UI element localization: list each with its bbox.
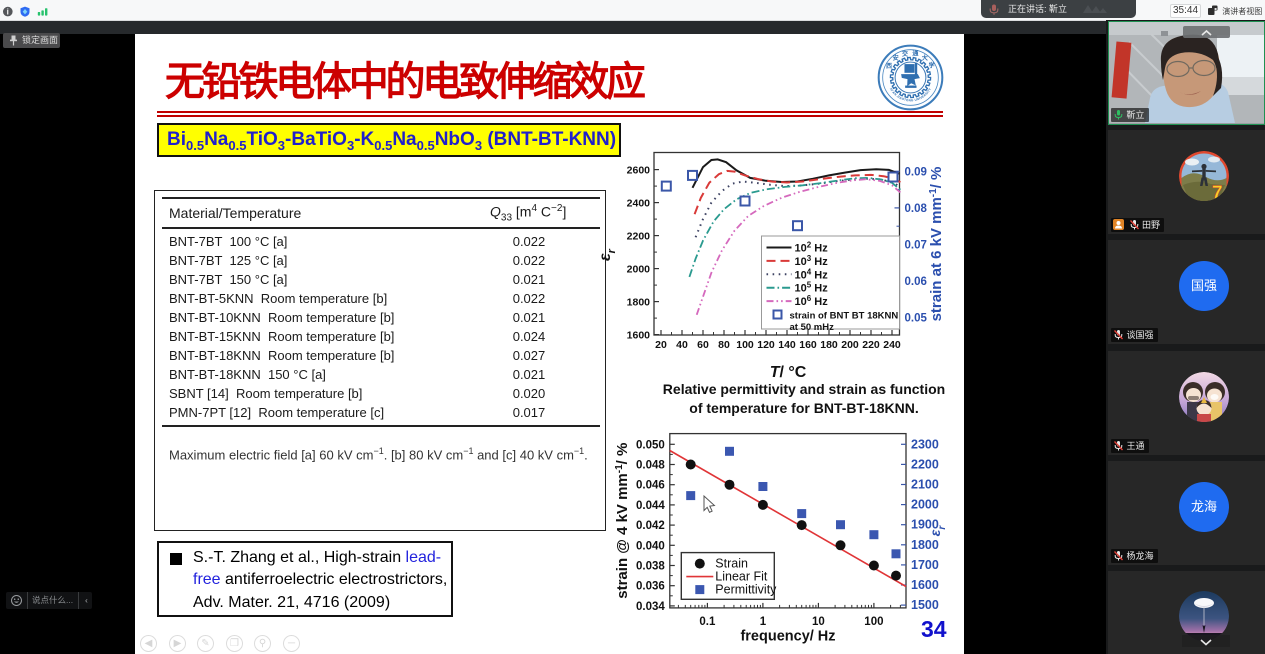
svg-text:100: 100 [736,339,754,350]
svg-text:at 50 mHz: at 50 mHz [790,322,835,333]
svg-text:0.06: 0.06 [905,276,927,288]
svg-text:80: 80 [718,339,730,350]
svg-text:Strain: Strain [715,557,748,571]
svg-text:Permittivity: Permittivity [715,583,777,597]
svg-text:105 Hz: 105 Hz [795,281,829,295]
svg-text:i: i [7,8,9,17]
svg-text:0.040: 0.040 [636,540,665,552]
svg-text:通: 通 [912,50,918,58]
svg-text:240: 240 [883,339,901,350]
svg-text:200: 200 [841,339,859,350]
svg-text:140: 140 [778,339,796,350]
svg-text:0.050: 0.050 [636,439,665,451]
svg-text:0.08: 0.08 [905,203,928,215]
svg-text:0.038: 0.038 [636,561,665,573]
svg-text:20: 20 [655,339,667,350]
svg-text:2200: 2200 [911,457,939,471]
svg-text:Linear Fit: Linear Fit [715,570,768,584]
svg-text:strain of BNT BT 18KNN: strain of BNT BT 18KNN [790,311,899,322]
svg-text:εr: εr [927,525,948,537]
svg-text:0.034: 0.034 [636,601,665,613]
svg-text:εr: εr [598,248,618,261]
svg-text:0.09: 0.09 [905,166,927,178]
svg-text:2600: 2600 [627,165,651,177]
svg-text:100: 100 [864,616,883,628]
svg-text:40: 40 [676,339,688,350]
svg-text:1500: 1500 [911,598,939,612]
svg-text:学: 学 [929,62,935,70]
svg-text:大: 大 [922,54,928,62]
svg-text:2000: 2000 [627,264,651,276]
svg-text:102 Hz: 102 Hz [795,241,829,255]
svg-text:1600: 1600 [911,578,939,592]
svg-text:1900: 1900 [911,518,939,532]
svg-text:0.044: 0.044 [636,500,665,512]
svg-text:60: 60 [697,339,709,350]
svg-text:frequency/ Hz: frequency/ Hz [740,629,835,645]
svg-text:0.07: 0.07 [905,240,927,252]
svg-text:120: 120 [757,339,775,350]
svg-text:180: 180 [820,339,838,350]
svg-text:160: 160 [799,339,817,350]
svg-text:西: 西 [886,62,892,70]
svg-text:0.05: 0.05 [905,313,928,325]
svg-text:1700: 1700 [911,558,939,572]
svg-text:strain @ 4 kV mm-1/ %: strain @ 4 kV mm-1/ % [614,443,631,599]
svg-text:交: 交 [902,50,908,58]
svg-text:104 Hz: 104 Hz [795,267,829,281]
svg-text:10: 10 [812,616,825,628]
svg-text:106 Hz: 106 Hz [795,294,829,308]
svg-text:7: 7 [1212,183,1223,201]
svg-text:1800: 1800 [911,538,939,552]
svg-text:2200: 2200 [627,231,651,243]
svg-text:0.046: 0.046 [636,480,665,492]
svg-text:0.048: 0.048 [636,460,665,472]
svg-text:220: 220 [862,339,880,350]
svg-text:2000: 2000 [911,498,939,512]
svg-text:strain at 6 kV mm-1/ %: strain at 6 kV mm-1/ % [928,167,945,322]
svg-text:103 Hz: 103 Hz [795,254,829,268]
svg-text:2300: 2300 [911,437,939,451]
svg-text:0.042: 0.042 [636,520,665,532]
svg-text:安: 安 [893,54,899,62]
svg-text:1: 1 [760,616,767,628]
svg-text:2400: 2400 [627,198,651,210]
svg-text:2100: 2100 [911,478,939,492]
svg-text:0.036: 0.036 [636,581,665,593]
svg-text:1600: 1600 [627,330,651,342]
svg-text:1800: 1800 [627,297,651,309]
svg-text:0.1: 0.1 [699,616,716,628]
